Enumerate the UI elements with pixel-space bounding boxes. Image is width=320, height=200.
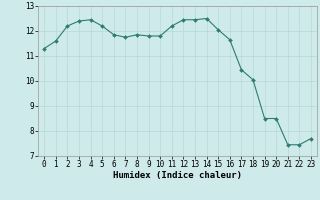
X-axis label: Humidex (Indice chaleur): Humidex (Indice chaleur) <box>113 171 242 180</box>
